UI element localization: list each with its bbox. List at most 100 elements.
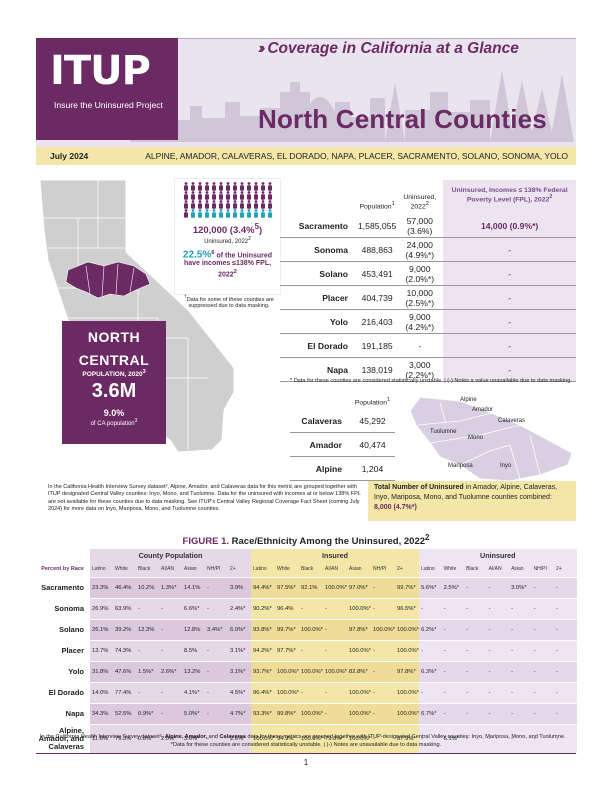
tagline-text: Coverage in California at a Glance	[267, 40, 519, 57]
person-icon	[246, 200, 251, 209]
race-county-cell: -	[136, 598, 159, 620]
race-insured-cell: 93.3%*	[251, 703, 276, 725]
race-uninsured-cell: -	[509, 724, 532, 753]
county-low-income-uninsured: -	[443, 357, 576, 382]
race-county-cell: -	[205, 724, 228, 753]
county-table-note: * Data for these counties are considered…	[290, 378, 572, 384]
region-population: 3.6M	[91, 380, 137, 403]
suppression-note: †Data for some of these counties are sup…	[184, 294, 274, 310]
race-county-cell: -	[205, 661, 228, 683]
person-icon	[260, 209, 265, 218]
region-pop-label: POPULATION, 20203	[82, 369, 146, 379]
race-uninsured-cell: -	[441, 640, 465, 662]
map-label-inyo: Inyo	[500, 463, 512, 469]
race-uninsured-cell: -	[486, 640, 510, 662]
race-subheader: Black	[464, 561, 487, 578]
race-county-cell: 6.0%*	[228, 619, 252, 641]
person-icon	[253, 191, 258, 200]
race-county-cell: 47.6%	[113, 661, 136, 683]
small-county-row: Amador 40,474	[290, 432, 395, 457]
race-county-cell: -	[159, 619, 182, 641]
region-share: 9.0%	[103, 408, 125, 419]
race-county-cell: 74.3%	[113, 640, 136, 662]
person-icon	[197, 182, 202, 191]
small-county-population: 1,204	[350, 456, 395, 481]
person-icon	[218, 200, 223, 209]
race-uninsured-cell: -	[486, 724, 510, 753]
race-county-cell: 3.9%	[228, 577, 252, 599]
county-low-income-uninsured: -	[443, 333, 576, 358]
race-county-cell: 46.4%	[113, 577, 136, 599]
race-uninsured-cell: -	[486, 619, 510, 641]
person-icon	[239, 209, 244, 218]
race-uninsured-cell: -	[464, 661, 487, 683]
race-table-subheader: Percent by Race Latino White Black AI/AN Asi…	[36, 561, 577, 578]
race-row-name: El Dorado	[36, 682, 90, 704]
person-icon	[267, 200, 272, 209]
race-county-cell: 0.8%*	[136, 724, 159, 753]
race-county-cell: 23.3%	[90, 577, 113, 599]
race-county-cell: 1.3%*	[159, 577, 182, 599]
race-county-cell: 13.2%	[182, 661, 205, 683]
race-uninsured-cell: -	[486, 577, 510, 599]
race-insured-cell: 97.5%*	[275, 577, 300, 599]
race-county-cell: 0.9%*	[136, 703, 159, 725]
small-county-population: 40,474	[350, 432, 395, 457]
race-county-cell: 12.8%	[182, 619, 205, 641]
race-subheader: NH/PI	[205, 561, 228, 578]
north-central-region-box: NORTH CENTRAL POPULATION, 20203 3.6M 9.0…	[62, 321, 166, 444]
race-insured-cell: 82.8%*	[347, 661, 372, 683]
race-county-cell: -	[205, 598, 228, 620]
race-county-cell: 79.3%	[113, 724, 136, 753]
header-population: Population1	[359, 200, 395, 210]
person-icon	[239, 182, 244, 191]
race-row-name: Solano	[36, 619, 90, 641]
person-icon	[225, 191, 230, 200]
race-insured-cell: 100.0%*	[395, 703, 420, 725]
county-row: Solano 453,491 9,000 (2.0%*) -	[280, 261, 576, 286]
person-icon	[253, 182, 258, 191]
county-row: Sonoma 488,863 24,000 (4.9%*) -	[280, 237, 576, 262]
county-row: Sacramento 1,585,055 57,000 (3.6%) 14,000 (…	[280, 214, 576, 238]
race-county-cell: 1.5%*	[136, 661, 159, 683]
race-uninsured-cell: -	[554, 661, 577, 683]
date-bar: July 2024 ALPINE, AMADOR, CALAVERAS, EL …	[36, 147, 576, 165]
race-insured-cell: 100.0%*	[347, 703, 372, 725]
header-low-income-uninsured: Uninsured, Incomes ≤ 138% Federal Povert…	[443, 180, 576, 214]
county-uninsured: 3,000 (2.2%*)	[396, 357, 444, 382]
race-uninsured-cell: 3.0%*	[509, 577, 532, 599]
race-uninsured-cell: 2.5%*	[441, 577, 465, 599]
map-label-tuolumne: Tuolumne	[430, 429, 457, 435]
report-date: July 2024	[50, 151, 89, 161]
race-insured-cell: 92.1%	[299, 577, 324, 599]
race-uninsured-cell: -	[441, 661, 465, 683]
person-icon	[267, 209, 272, 218]
itup-logo: ITUP	[50, 48, 151, 94]
race-insured-cell: 94.4%*	[251, 577, 276, 599]
person-icon	[246, 191, 251, 200]
low-income-share: 22.5%6 of the Uninsured have incomes ≤138…	[182, 249, 273, 279]
person-icon	[225, 200, 230, 209]
race-county-cell: 5.0%*	[182, 703, 205, 725]
race-uninsured-cell: -	[554, 619, 577, 641]
race-uninsured-cell: -	[531, 703, 555, 725]
race-uninsured-cell: -	[441, 619, 465, 641]
race-subheader: Asian	[347, 561, 372, 578]
race-row-name: Alpine, Amador, and Calaveras	[36, 724, 90, 753]
race-county-cell: 3.6%*	[182, 724, 205, 753]
region-name-line2: CENTRAL	[78, 352, 150, 368]
race-uninsured-cell: -	[554, 682, 577, 704]
county-name: Yolo	[280, 309, 358, 334]
race-uninsured-cell: -	[464, 640, 487, 662]
race-insured-cell: -	[323, 619, 348, 641]
race-table-row: Sonoma 26.9% 63.9% - -6.6%* -2.4%* 90.2%* 96.4%…	[36, 598, 577, 620]
county-low-income-uninsured: -	[443, 285, 576, 310]
race-uninsured-cell: -	[531, 640, 555, 662]
county-uninsured: -	[396, 333, 444, 358]
race-county-cell: 77.4%	[113, 682, 136, 704]
race-insured-cell: 79.8%*	[323, 724, 348, 753]
county-population: 191,185	[358, 333, 397, 358]
race-uninsured-cell: -	[441, 703, 465, 725]
race-subheader: NH/PI	[371, 561, 396, 578]
race-subheader: Asian	[509, 561, 532, 578]
